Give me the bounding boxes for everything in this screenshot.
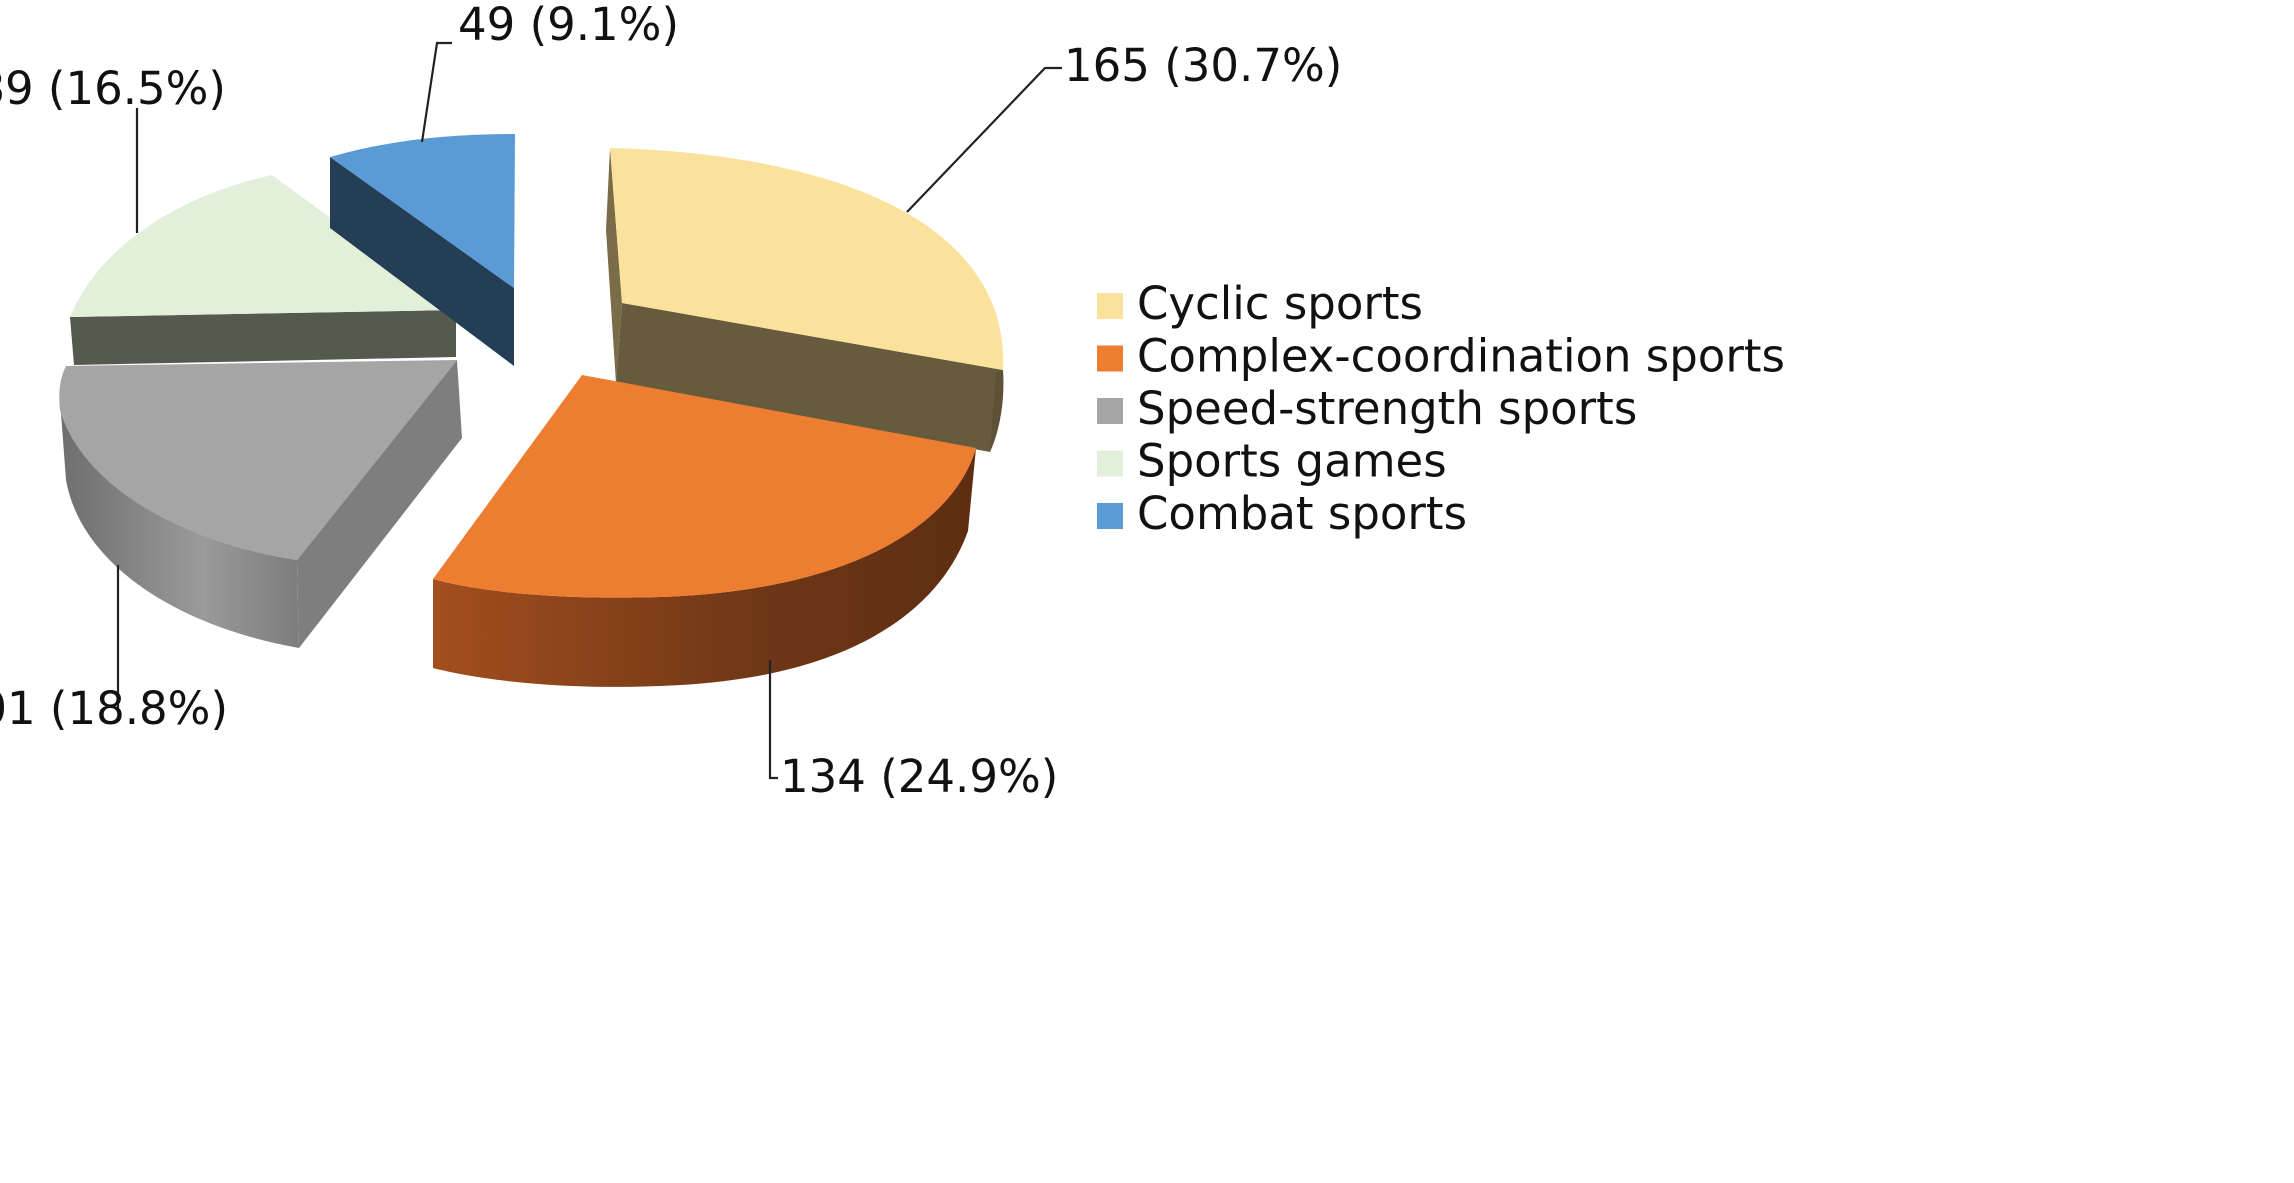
slice-top-cyclic-sports	[610, 148, 1004, 370]
legend-swatch-cyclic-sports	[1097, 293, 1123, 319]
legend-swatch-speed-strength-sports	[1097, 398, 1123, 424]
data-label-complex-coordination-sports: 134 (24.9%)	[780, 750, 1058, 803]
data-label-sports-games: 89 (16.5%)	[0, 62, 226, 115]
slice-side-speed-strength-sports-1	[297, 360, 462, 648]
slice-side-combat-sports-1	[330, 157, 514, 366]
slice-side-cyclic-sports-3	[990, 370, 1004, 452]
legend-swatch-combat-sports	[1097, 503, 1123, 529]
leader-line-combat-sports	[420, 41, 452, 143]
slice-sports-games	[70, 175, 456, 365]
slice-top-sports-games	[70, 175, 456, 317]
data-label-combat-sports: 49 (9.1%)	[458, 0, 679, 51]
legend-item-cyclic-sports: Cyclic sports	[1097, 277, 1423, 330]
legend-label-speed-strength-sports: Speed-strength sports	[1137, 382, 1637, 435]
legend-swatch-sports-games	[1097, 450, 1123, 477]
leader-line-complex-coordination-sports	[768, 660, 778, 780]
legend-item-complex-coordination-sports: Complex-coordination sports	[1097, 330, 1785, 383]
legend-label-complex-coordination-sports: Complex-coordination sports	[1137, 330, 1785, 383]
legend-label-sports-games: Sports games	[1137, 435, 1447, 488]
slice-top-combat-sports	[330, 134, 515, 288]
slice-side-complex-coordination-sports-1	[433, 448, 976, 687]
leader-line-speed-strength-sports	[116, 565, 120, 710]
slice-cyclic-sports	[606, 148, 1004, 452]
slice-speed-strength-sports	[59, 360, 462, 648]
slice-side-cyclic-sports-2	[606, 148, 622, 383]
data-labels: 165 (30.7%) 134 (24.9%) 101 (18.8%) 89 (16.…	[0, 0, 1342, 803]
slice-complex-coordination-sports	[433, 375, 976, 687]
leader-line-cyclic-sports	[906, 66, 1062, 213]
legend-swatch-complex-coordination-sports	[1097, 345, 1123, 372]
slice-top-complex-coordination-sports	[433, 375, 976, 598]
legend-label-combat-sports: Combat sports	[1137, 487, 1467, 540]
slice-side-sports-games-1	[70, 310, 456, 365]
slice-combat-sports	[330, 134, 515, 366]
leader-lines	[116, 41, 1062, 780]
slice-side-cyclic-sports-1	[616, 303, 1003, 452]
legend-item-combat-sports: Combat sports	[1097, 487, 1467, 540]
legend-item-speed-strength-sports: Speed-strength sports	[1097, 382, 1637, 435]
legend-item-sports-games: Sports games	[1097, 435, 1447, 488]
slice-side-speed-strength-sports-2	[60, 400, 299, 648]
pie-slices	[59, 134, 1004, 687]
legend-label-cyclic-sports: Cyclic sports	[1137, 277, 1423, 330]
slice-top-speed-strength-sports	[59, 360, 457, 560]
data-label-cyclic-sports: 165 (30.7%)	[1064, 39, 1342, 92]
data-label-speed-strength-sports: 101 (18.8%)	[0, 682, 228, 735]
